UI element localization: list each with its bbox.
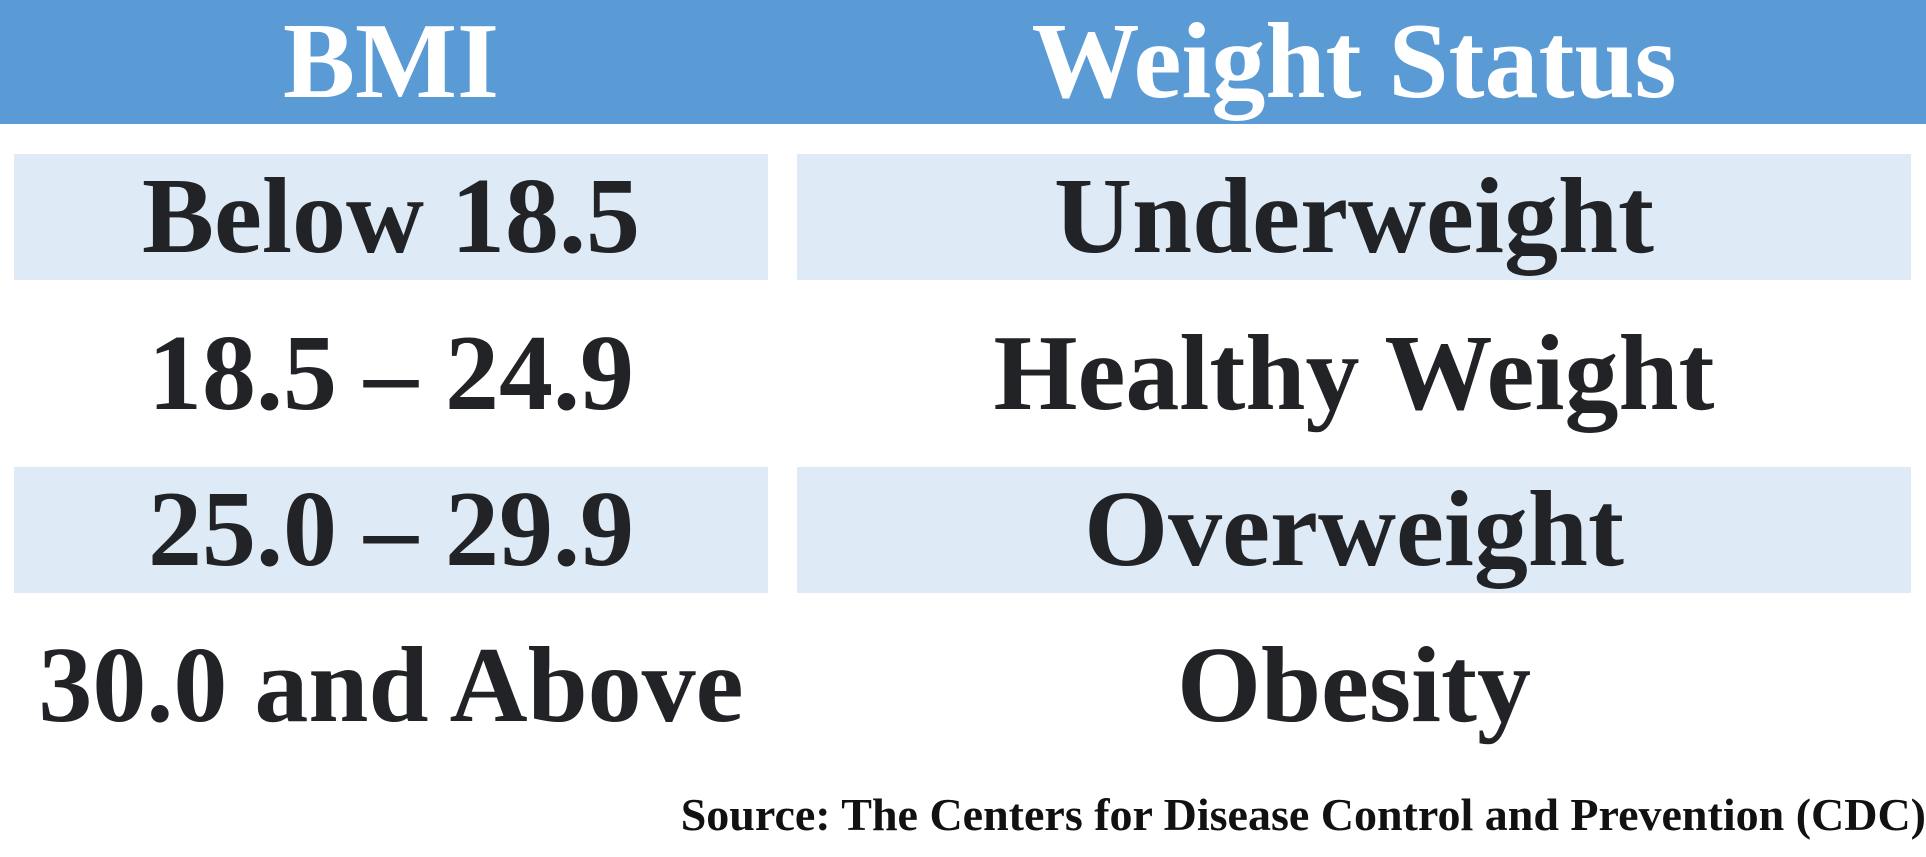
bmi-cell-underweight: Below 18.5 — [14, 154, 768, 280]
table-header: BMI Weight Status — [0, 0, 1926, 124]
header-weight-status: Weight Status — [1031, 2, 1677, 121]
status-cell-obesity: Obesity — [1176, 626, 1531, 745]
header-bmi: BMI — [283, 2, 499, 121]
status-cell-healthy: Healthy Weight — [993, 314, 1715, 433]
source-note: Source: The Centers for Disease Control … — [680, 789, 1926, 840]
bmi-cell-overweight: 25.0 – 29.9 — [14, 467, 768, 593]
status-cell-overweight: Overweight — [797, 467, 1911, 593]
bmi-cell-healthy: 18.5 – 24.9 — [148, 314, 634, 433]
bmi-cell-obesity: 30.0 and Above — [38, 626, 744, 745]
status-cell-underweight: Underweight — [797, 154, 1911, 280]
